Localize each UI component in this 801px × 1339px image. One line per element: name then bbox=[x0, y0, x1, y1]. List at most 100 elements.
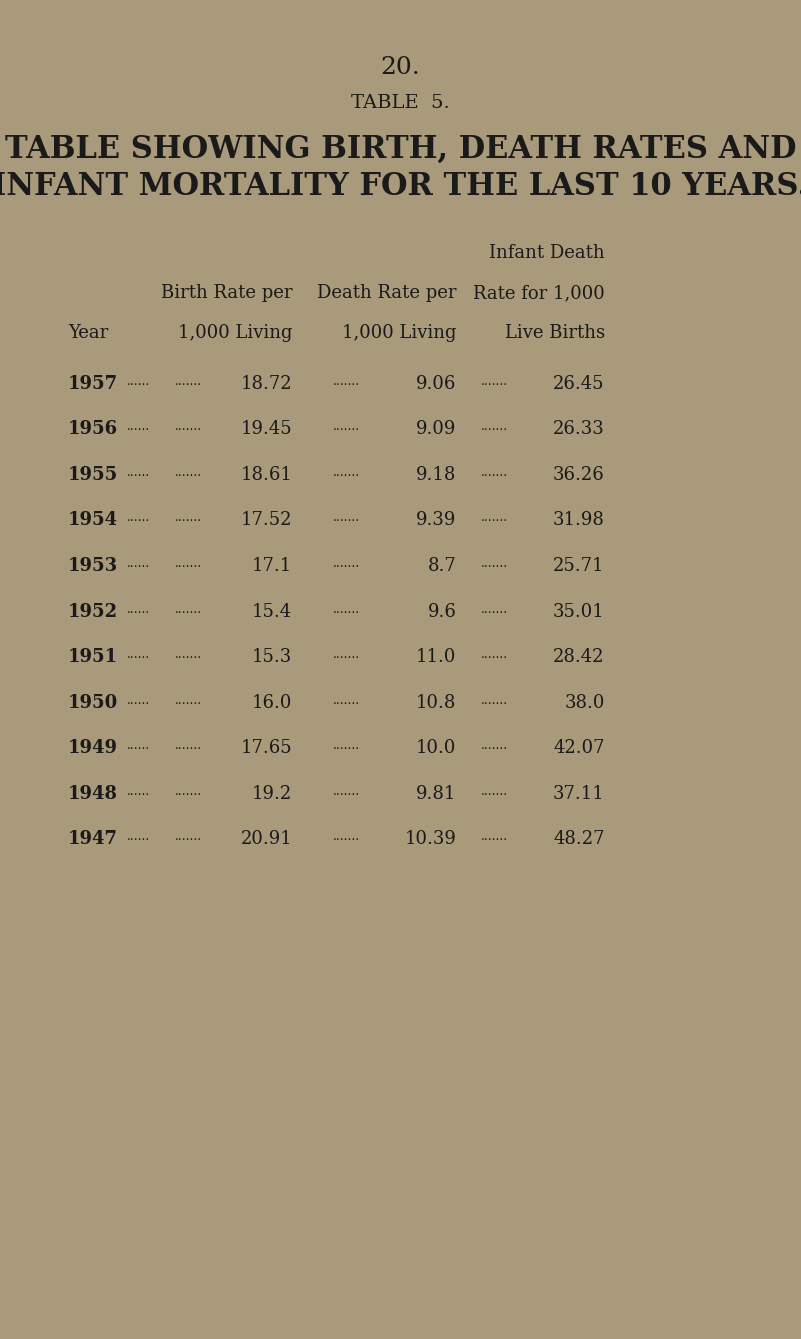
Text: 1947: 1947 bbox=[68, 830, 118, 848]
Text: 37.11: 37.11 bbox=[553, 785, 605, 802]
Text: .......: ....... bbox=[332, 557, 360, 570]
Text: 35.01: 35.01 bbox=[553, 603, 605, 620]
Text: 15.3: 15.3 bbox=[252, 648, 292, 665]
Text: 36.26: 36.26 bbox=[553, 466, 605, 483]
Text: 28.42: 28.42 bbox=[553, 648, 605, 665]
Text: .......: ....... bbox=[481, 375, 508, 388]
Text: 9.81: 9.81 bbox=[417, 785, 457, 802]
Text: 31.98: 31.98 bbox=[553, 511, 605, 529]
Text: 1954: 1954 bbox=[68, 511, 119, 529]
Text: .......: ....... bbox=[175, 694, 202, 707]
Text: .......: ....... bbox=[332, 511, 360, 525]
Text: 11.0: 11.0 bbox=[417, 648, 457, 665]
Text: .......: ....... bbox=[175, 785, 202, 798]
Text: ......: ...... bbox=[127, 420, 150, 434]
Text: ......: ...... bbox=[127, 739, 150, 753]
Text: 17.52: 17.52 bbox=[241, 511, 292, 529]
Text: 26.33: 26.33 bbox=[553, 420, 605, 438]
Text: ......: ...... bbox=[127, 648, 150, 661]
Text: .......: ....... bbox=[481, 511, 508, 525]
Text: 9.6: 9.6 bbox=[428, 603, 457, 620]
Text: .......: ....... bbox=[175, 420, 202, 434]
Text: 9.39: 9.39 bbox=[417, 511, 457, 529]
Text: Death Rate per: Death Rate per bbox=[317, 284, 457, 301]
Text: 18.61: 18.61 bbox=[240, 466, 292, 483]
Text: Birth Rate per: Birth Rate per bbox=[161, 284, 292, 301]
Text: ......: ...... bbox=[127, 785, 150, 798]
Text: 1951: 1951 bbox=[68, 648, 119, 665]
Text: .......: ....... bbox=[481, 694, 508, 707]
Text: ......: ...... bbox=[127, 603, 150, 616]
Text: 19.45: 19.45 bbox=[241, 420, 292, 438]
Text: .......: ....... bbox=[175, 375, 202, 388]
Text: .......: ....... bbox=[175, 739, 202, 753]
Text: 17.65: 17.65 bbox=[241, 739, 292, 757]
Text: 16.0: 16.0 bbox=[252, 694, 292, 711]
Text: 8.7: 8.7 bbox=[428, 557, 457, 574]
Text: 19.2: 19.2 bbox=[252, 785, 292, 802]
Text: .......: ....... bbox=[481, 648, 508, 661]
Text: .......: ....... bbox=[175, 648, 202, 661]
Text: .......: ....... bbox=[332, 648, 360, 661]
Text: .......: ....... bbox=[481, 830, 508, 844]
Text: .......: ....... bbox=[175, 466, 202, 479]
Text: 1949: 1949 bbox=[68, 739, 118, 757]
Text: Infant Death: Infant Death bbox=[489, 244, 605, 261]
Text: 38.0: 38.0 bbox=[565, 694, 605, 711]
Text: 10.8: 10.8 bbox=[417, 694, 457, 711]
Text: 9.06: 9.06 bbox=[417, 375, 457, 392]
Text: 17.1: 17.1 bbox=[252, 557, 292, 574]
Text: 1,000 Living: 1,000 Living bbox=[178, 324, 292, 341]
Text: 9.09: 9.09 bbox=[417, 420, 457, 438]
Text: ......: ...... bbox=[127, 466, 150, 479]
Text: ......: ...... bbox=[127, 557, 150, 570]
Text: ......: ...... bbox=[127, 694, 150, 707]
Text: Year: Year bbox=[68, 324, 108, 341]
Text: ......: ...... bbox=[127, 511, 150, 525]
Text: .......: ....... bbox=[332, 375, 360, 388]
Text: 1948: 1948 bbox=[68, 785, 118, 802]
Text: TABLE  5.: TABLE 5. bbox=[351, 94, 450, 111]
Text: .......: ....... bbox=[481, 739, 508, 753]
Text: .......: ....... bbox=[481, 420, 508, 434]
Text: 18.72: 18.72 bbox=[241, 375, 292, 392]
Text: 25.71: 25.71 bbox=[553, 557, 605, 574]
Text: 15.4: 15.4 bbox=[252, 603, 292, 620]
Text: 1,000 Living: 1,000 Living bbox=[342, 324, 457, 341]
Text: 10.39: 10.39 bbox=[405, 830, 457, 848]
Text: 1952: 1952 bbox=[68, 603, 119, 620]
Text: .......: ....... bbox=[175, 511, 202, 525]
Text: .......: ....... bbox=[332, 830, 360, 844]
Text: 20.: 20. bbox=[380, 56, 421, 79]
Text: Live Births: Live Births bbox=[505, 324, 605, 341]
Text: .......: ....... bbox=[332, 603, 360, 616]
Text: TABLE SHOWING BIRTH, DEATH RATES AND: TABLE SHOWING BIRTH, DEATH RATES AND bbox=[5, 134, 796, 165]
Text: .......: ....... bbox=[332, 785, 360, 798]
Text: 20.91: 20.91 bbox=[240, 830, 292, 848]
Text: .......: ....... bbox=[481, 557, 508, 570]
Text: .......: ....... bbox=[332, 739, 360, 753]
Text: ......: ...... bbox=[127, 375, 150, 388]
Text: 1950: 1950 bbox=[68, 694, 119, 711]
Text: .......: ....... bbox=[175, 557, 202, 570]
Text: ......: ...... bbox=[127, 830, 150, 844]
Text: 9.18: 9.18 bbox=[417, 466, 457, 483]
Text: 1955: 1955 bbox=[68, 466, 119, 483]
Text: 48.27: 48.27 bbox=[553, 830, 605, 848]
Text: .......: ....... bbox=[175, 603, 202, 616]
Text: 26.45: 26.45 bbox=[553, 375, 605, 392]
Text: .......: ....... bbox=[481, 466, 508, 479]
Text: 1953: 1953 bbox=[68, 557, 119, 574]
Text: .......: ....... bbox=[481, 603, 508, 616]
Text: 1956: 1956 bbox=[68, 420, 119, 438]
Text: .......: ....... bbox=[332, 466, 360, 479]
Text: .......: ....... bbox=[332, 694, 360, 707]
Text: 1957: 1957 bbox=[68, 375, 119, 392]
Text: 42.07: 42.07 bbox=[553, 739, 605, 757]
Text: .......: ....... bbox=[175, 830, 202, 844]
Text: 10.0: 10.0 bbox=[417, 739, 457, 757]
Text: INFANT MORTALITY FOR THE LAST 10 YEARS.: INFANT MORTALITY FOR THE LAST 10 YEARS. bbox=[0, 171, 801, 202]
Text: Rate for 1,000: Rate for 1,000 bbox=[473, 284, 605, 301]
Text: .......: ....... bbox=[481, 785, 508, 798]
Text: .......: ....... bbox=[332, 420, 360, 434]
